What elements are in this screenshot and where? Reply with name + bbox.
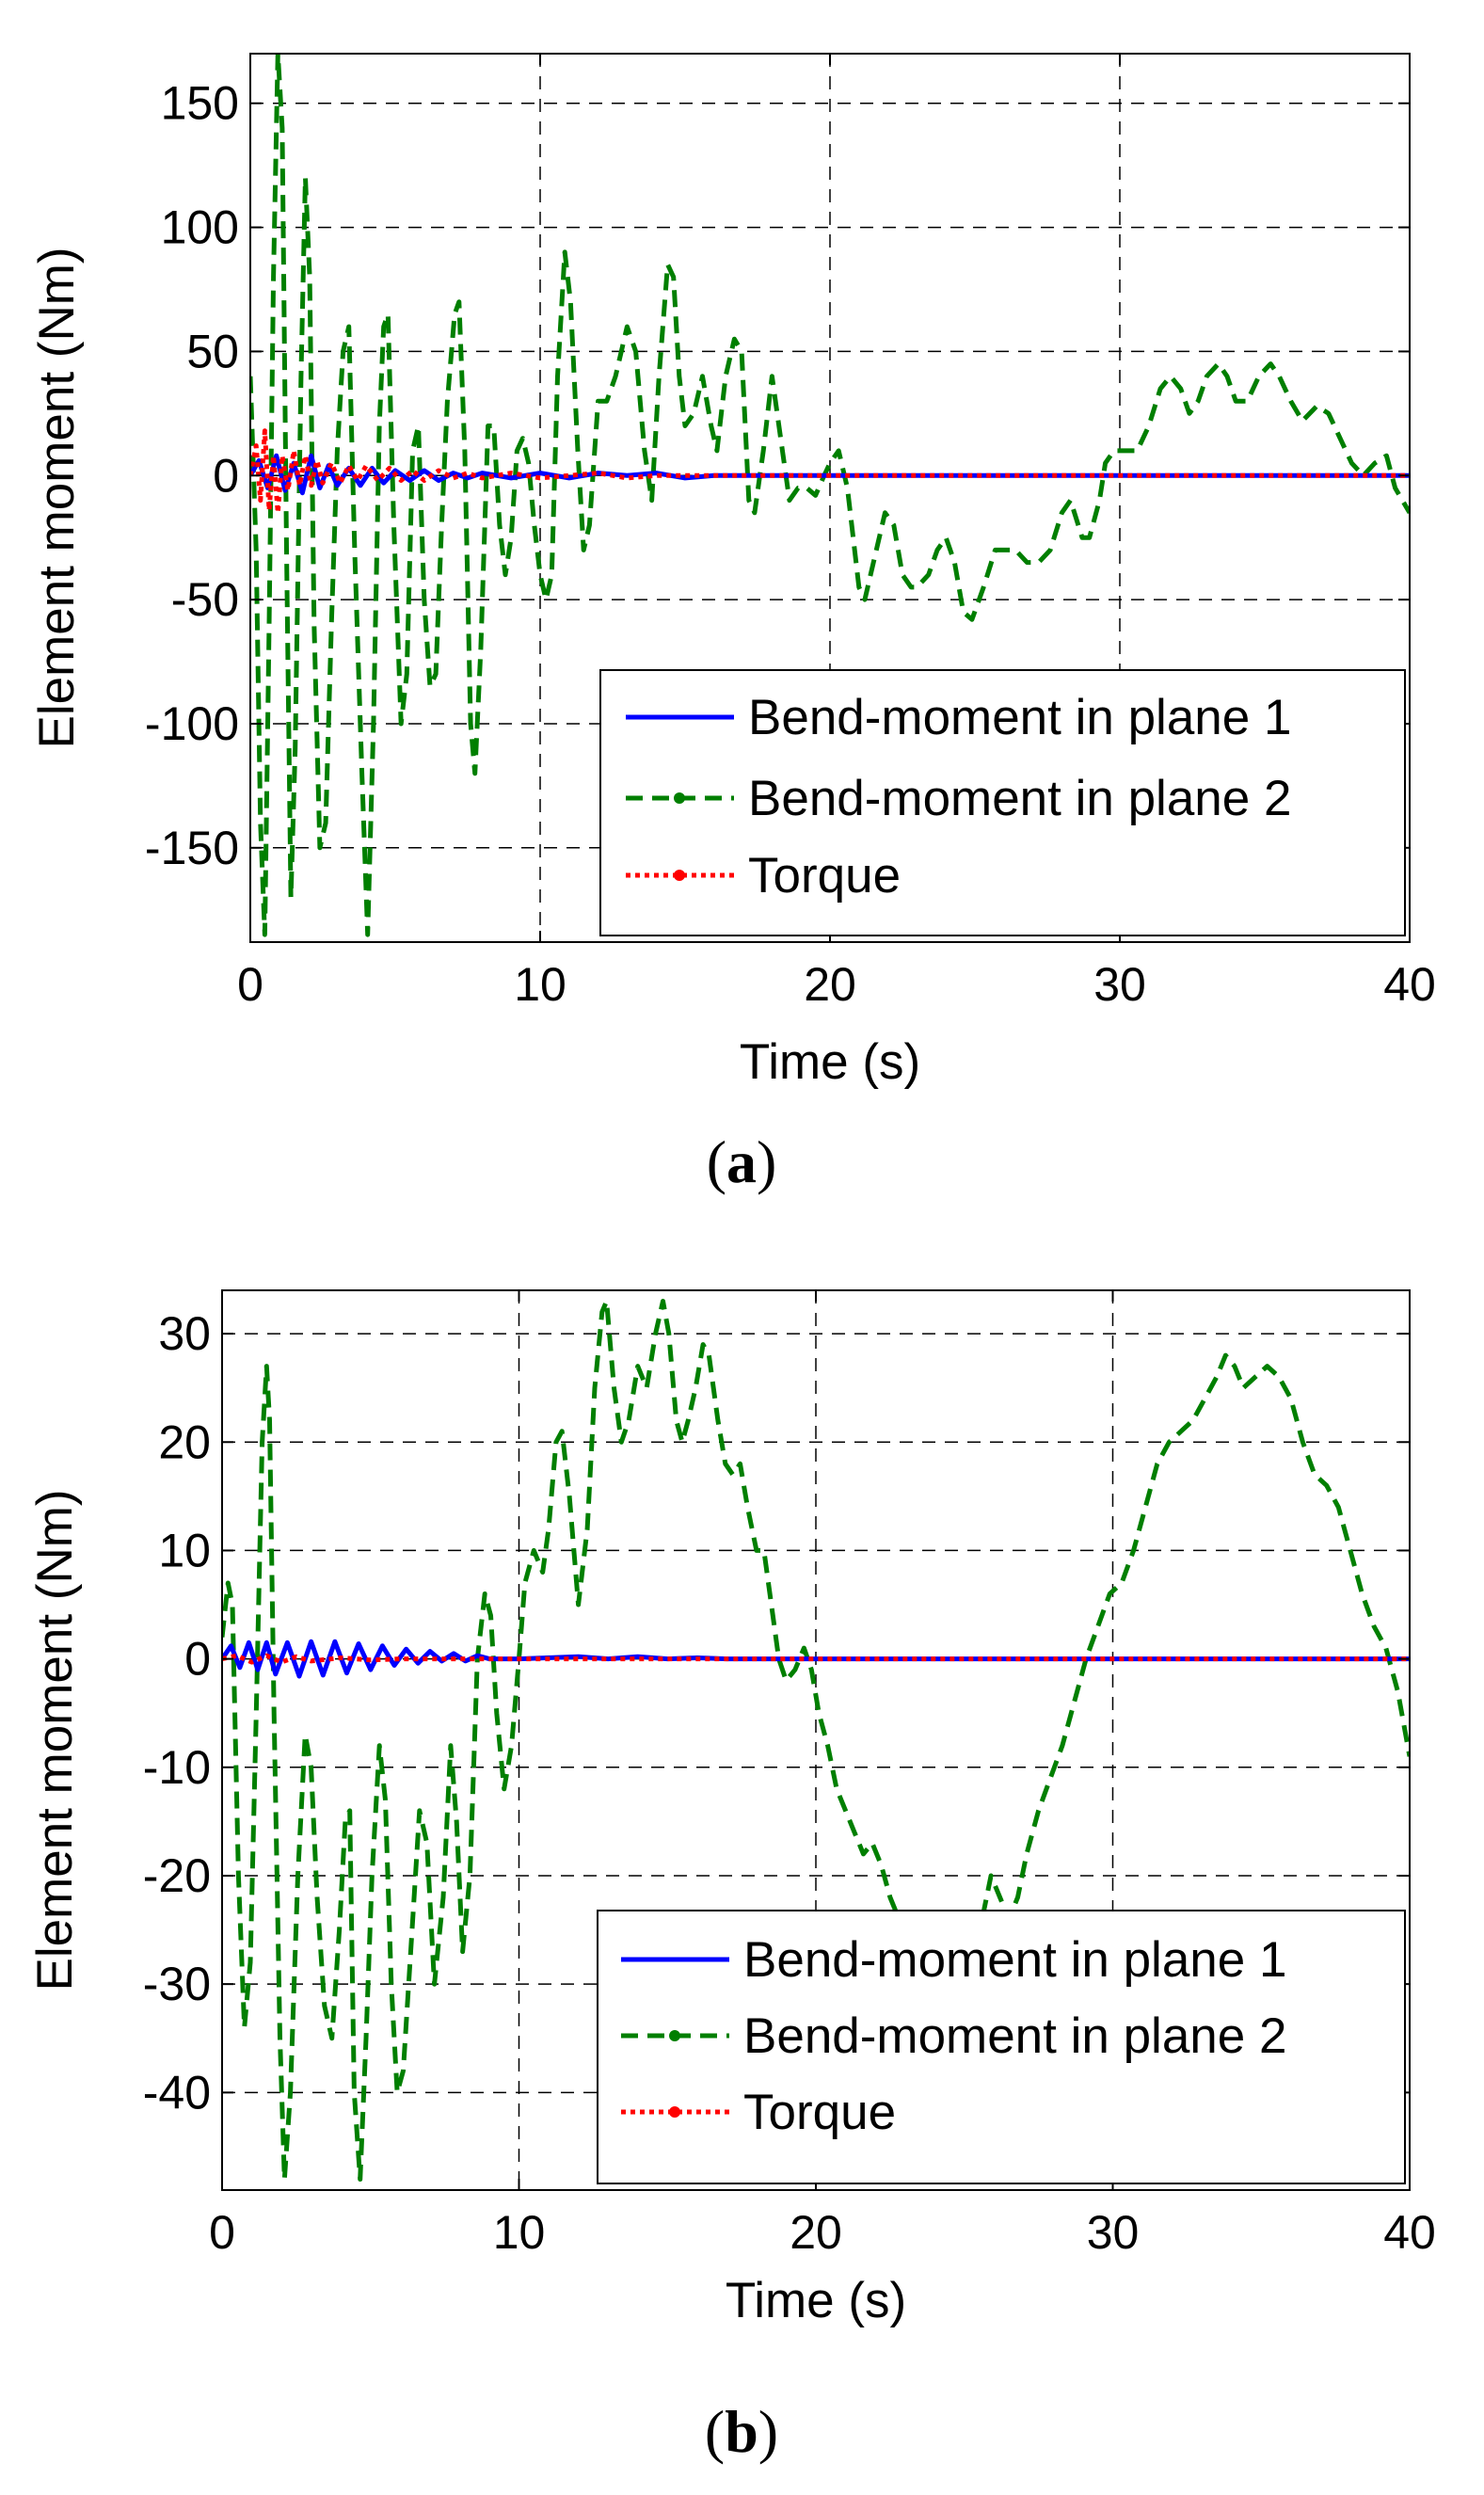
ticks-b: 0 10 20 30 40 -40 -30 -20 -10 0 10 20 30	[143, 1290, 1436, 2259]
series-line-plane2	[222, 1299, 1410, 2182]
series-line-plane2	[250, 54, 1410, 937]
x-tick-label: 40	[1383, 2206, 1436, 2259]
caption-a: (a)	[707, 1128, 777, 1195]
series-group-a	[250, 54, 1410, 937]
legend-label-torque-b: Torque	[743, 2085, 896, 2140]
x-tick-label: 20	[790, 2206, 842, 2259]
legend-label-plane1-b: Bend-moment in plane 1	[743, 1932, 1286, 1988]
legend-label-plane2-a: Bend-moment in plane 2	[748, 771, 1291, 826]
y-tick-label: 0	[184, 1633, 211, 1686]
x-axis-label-a: Time (s)	[740, 1034, 920, 1090]
y-tick-label: -150	[145, 822, 239, 874]
y-tick-label: 0	[213, 449, 239, 502]
ticks-a: 0 10 20 30 40 -150 -100 -50 0 50 100 150	[145, 54, 1436, 1011]
legend-label-plane1-a: Bend-moment in plane 1	[748, 690, 1291, 745]
legend-box-a	[599, 669, 1406, 936]
y-tick-label: 150	[161, 77, 239, 130]
x-tick-label: 20	[804, 958, 856, 1011]
legend-box-b	[597, 1910, 1406, 2184]
y-tick-label: 20	[158, 1415, 211, 1468]
series-group-b	[222, 1299, 1410, 2182]
legend-marker-torque-a	[674, 870, 685, 881]
y-axis-label-a: Element moment (Nm)	[29, 247, 85, 748]
y-tick-label: -40	[143, 2066, 211, 2119]
y-tick-label: 50	[186, 325, 239, 377]
y-tick-label: 10	[158, 1524, 211, 1576]
series-line-plane1	[222, 1639, 1410, 1679]
x-tick-label: 0	[209, 2206, 235, 2259]
y-tick-label: -10	[143, 1741, 211, 1794]
y-tick-label: 30	[158, 1307, 211, 1360]
y-tick-label: 100	[161, 201, 239, 254]
x-tick-label: 10	[514, 958, 566, 1011]
legend-marker-plane2-b	[669, 2030, 680, 2041]
x-axis-label-b: Time (s)	[726, 2273, 906, 2328]
y-tick-label: -100	[145, 697, 239, 750]
legend-label-torque-a: Torque	[748, 848, 901, 904]
x-tick-label: 30	[1093, 958, 1146, 1011]
x-tick-label: 10	[493, 2206, 546, 2259]
y-tick-label: -20	[143, 1849, 211, 1902]
caption-letter-b: b	[725, 2398, 758, 2465]
legend-b: Bend-moment in plane 1 Bend-moment in pl…	[597, 1910, 1406, 2184]
legend-label-plane2-b: Bend-moment in plane 2	[743, 2008, 1286, 2064]
panel-a: 0 10 20 30 40 -150 -100 -50 0 50 100 150 Bend-momen…	[29, 53, 1436, 1195]
legend-a: Bend-moment in plane 1 Bend-moment in pl…	[599, 669, 1406, 936]
y-tick-label: -50	[171, 573, 239, 626]
legend-marker-torque-b	[669, 2106, 680, 2118]
y-axis-label-b: Element moment (Nm)	[27, 1489, 83, 1991]
y-tick-label: -30	[143, 1958, 211, 2010]
x-tick-label: 30	[1087, 2206, 1140, 2259]
caption-b: (b)	[705, 2398, 778, 2465]
panel-b: 0 10 20 30 40 -40 -30 -20 -10 0 10 20 30 Bend-moment…	[27, 1289, 1436, 2465]
x-tick-label: 40	[1383, 958, 1436, 1011]
caption-letter-a: a	[726, 1128, 757, 1195]
legend-marker-plane2-a	[674, 792, 685, 804]
x-tick-label: 0	[237, 958, 263, 1011]
